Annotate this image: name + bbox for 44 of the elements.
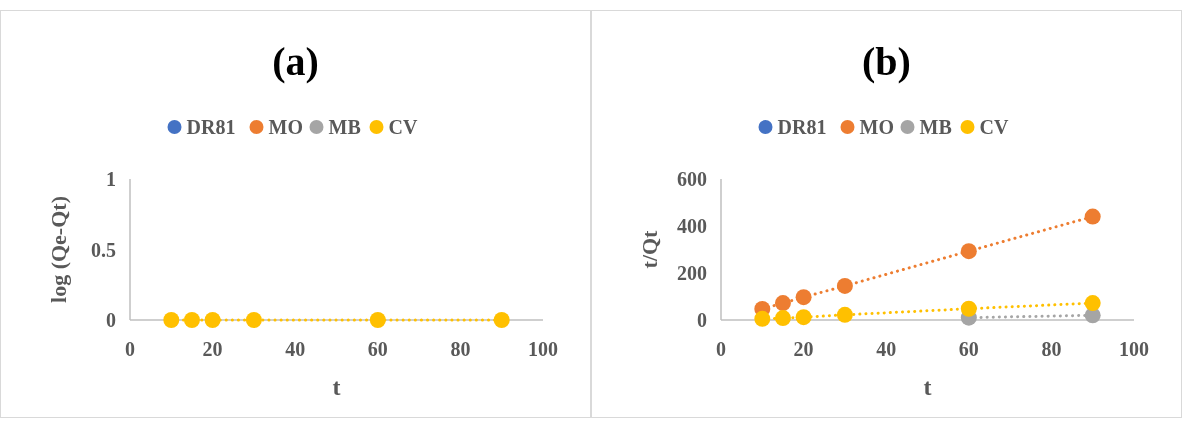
x-tick-label: 100 (1119, 338, 1149, 360)
x-tick-label: 0 (716, 338, 726, 360)
chart-title: (b) (862, 39, 911, 84)
x-tick-label: 60 (367, 338, 388, 360)
y-tick-label: 0.5 (91, 238, 116, 261)
point (795, 309, 812, 326)
legend-label: DR81 (186, 116, 236, 138)
y-tick-label: 0 (106, 309, 116, 331)
x-tick-label: 100 (528, 338, 558, 360)
legend-label: CV (388, 116, 418, 138)
x-tick-label: 40 (285, 338, 306, 360)
legend-label: CV (979, 116, 1009, 138)
point (960, 243, 977, 260)
point (774, 295, 791, 312)
x-tick-label: 80 (450, 338, 471, 360)
x-axis-title: t (332, 374, 341, 400)
x-tick-label: 0 (125, 338, 135, 360)
point (774, 310, 791, 327)
point (1084, 295, 1101, 312)
legend-label: MB (919, 116, 952, 138)
y-tick-label: 0 (697, 309, 707, 331)
point (960, 300, 977, 317)
legend-label: MO (859, 116, 894, 138)
x-axis-title: t (923, 374, 932, 400)
x-tick-label: 80 (1041, 338, 1062, 360)
point (836, 306, 853, 323)
x-tick-label: 40 (876, 338, 897, 360)
legend-label: MO (268, 116, 303, 138)
point (1084, 208, 1101, 225)
chart-title: (a) (272, 39, 319, 84)
point (754, 310, 771, 327)
legend-label: DR81 (777, 116, 827, 138)
y-axis-title: t/Qt (637, 229, 662, 269)
y-tick-label: 1 (106, 168, 116, 190)
legend-label: MB (328, 116, 361, 138)
y-tick-label: 600 (677, 168, 707, 190)
y-tick-label: 400 (677, 215, 707, 237)
x-tick-label: 20 (793, 338, 814, 360)
y-tick-label: 200 (677, 262, 707, 284)
x-tick-label: 20 (202, 338, 223, 360)
y-axis-title: log (Qe-Qt) (46, 196, 71, 303)
point (836, 277, 853, 294)
x-tick-label: 60 (958, 338, 979, 360)
point (795, 289, 812, 306)
